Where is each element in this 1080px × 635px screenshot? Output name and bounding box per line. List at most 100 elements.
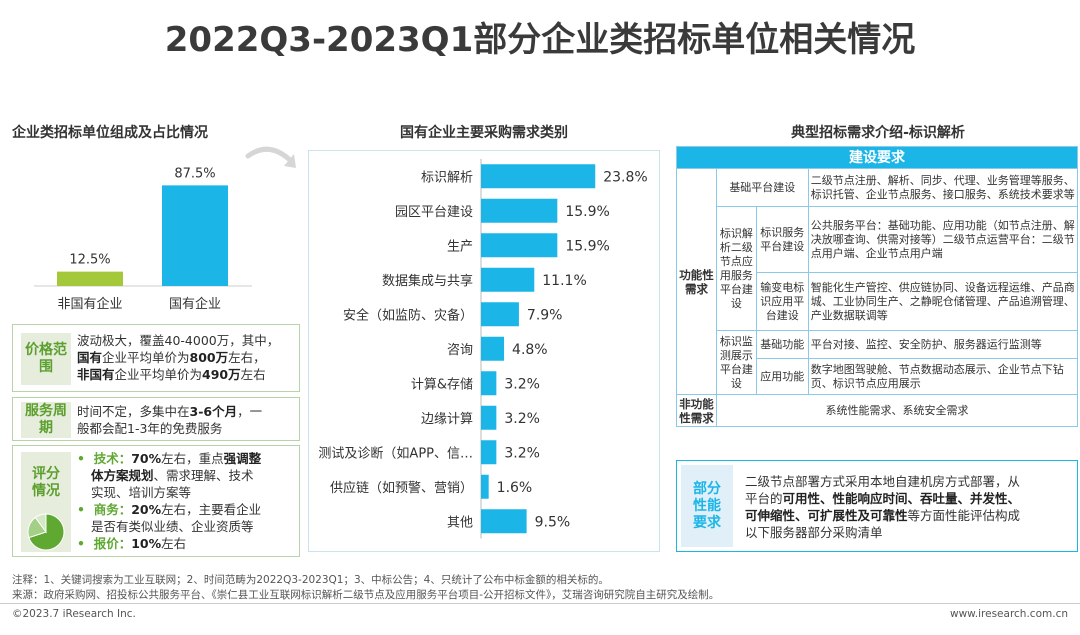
footer-divider: [0, 603, 1080, 604]
left-section-title: 企业类招标单位组成及占比情况: [12, 125, 208, 141]
cycle-line1: 时间不定，多集中在3-6个月，一: [77, 404, 263, 419]
demand-bar: [481, 233, 558, 258]
demand-value-label: 15.9%: [565, 204, 609, 220]
demand-bar-svg: 标识解析 23.8% 园区平台建设 15.9% 生产 15.9% 数据集成与共享 11.1% 安…: [318, 159, 648, 539]
price-box: 价格范围 波动极大，覆盖40-4000万，其中， 国有企业平均单价为800万左右…: [12, 324, 300, 392]
demand-category-label: 计算&存储: [411, 377, 473, 392]
owner-bar-label: 非国有企业: [57, 296, 122, 312]
demand-bar: [481, 440, 497, 465]
performance-box: 部分性能要求 二级节点部署方式采用本地自建机房方式部署，从 平台的可用性、性能响…: [676, 460, 1078, 552]
page-title: 2022Q3-2023Q1部分企业类招标单位相关情况: [164, 20, 916, 60]
group-monitor-platform: 标识监测展示平台建设: [715, 330, 757, 395]
demand-category-label: 测试及诊断（如APP、信…: [318, 445, 473, 461]
score-text: • 技术：70%左右，重点强调整 体方案规划、需求理解、技术 实现、培训方案等 …: [77, 450, 299, 552]
score-tag-label: 评分情况: [32, 466, 60, 499]
demand-value-label: 7.9%: [527, 307, 563, 323]
score-item-biz-2: 是否有类似业绩、企业资质等: [91, 519, 254, 534]
requirements-table-wrap: 建设要求 功能性需求 基础平台建设 二级节点注册、解析、同步、代理、业务管理等服…: [676, 146, 1080, 451]
requirements-table: 建设要求 功能性需求 基础平台建设 二级节点注册、解析、同步、代理、业务管理等服…: [676, 146, 1079, 427]
table-header: 建设要求: [676, 146, 1078, 169]
row-app-func: 应用功能: [755, 358, 809, 395]
score-item-tech-3: 实现、培训方案等: [91, 485, 192, 500]
demand-value-label: 11.1%: [542, 273, 586, 289]
performance-line3: 可伸缩性、可扩展性及可靠性等方面性能评估构成: [745, 508, 1021, 523]
performance-tag: 部分性能要求: [681, 465, 733, 547]
demand-category-label: 生产: [447, 239, 473, 254]
functional-category: 功能性需求: [676, 168, 717, 395]
right-section-title: 典型招标需求介绍-标识解析: [791, 125, 965, 141]
row-id-service-desc: 公共服务平台：基础功能、应用功能（如节点注册、解决放哪查询、供需对接等）二级节点…: [807, 206, 1079, 273]
demand-value-label: 4.8%: [512, 342, 548, 358]
owner-bar: [162, 185, 228, 286]
demand-value-label: 1.6%: [497, 480, 533, 496]
cycle-text: 时间不定，多集中在3-6个月，一 般都会配1-3年的免费服务: [77, 403, 299, 437]
demand-value-label: 15.9%: [565, 238, 609, 254]
performance-line1: 二级节点部署方式采用本地自建机房方式部署，从: [745, 474, 1021, 489]
cycle-line2: 般都会配1-3年的免费服务: [77, 421, 223, 436]
price-text: 波动极大，覆盖40-4000万，其中， 国有企业平均单价为800万左右， 非国有…: [77, 332, 299, 383]
demand-value-label: 3.2%: [504, 411, 540, 427]
row-basic-func-desc: 平台对接、监控、安全防护、服务器运行监测等: [807, 330, 1079, 359]
cycle-tag: 服务周期: [21, 402, 71, 438]
footer-copyright: ©2023.7 iResearch Inc.: [12, 608, 136, 620]
row-transmission: 输变电标识应用平台建设: [755, 272, 809, 331]
demand-category-label: 供应链（如预警、营销）: [330, 480, 473, 496]
score-box: 评分情况 • 技术：70%左右，重点强调整 体方案规划、需求理解、技术 实现、培…: [12, 445, 300, 557]
demand-bar: [481, 302, 519, 327]
owner-bar-label: 国有企业: [169, 296, 221, 312]
group-app-platform: 标识解析二级节点应用服务平台建设: [715, 206, 757, 331]
score-tag: 评分情况: [21, 452, 71, 552]
row-app-func-desc: 数字地图驾驶舱、节点数据动态展示、企业节点下钻页、标识节点应用展示: [807, 358, 1079, 395]
score-item-price: • 报价：10%左右: [77, 536, 187, 551]
owner-bar-value: 12.5%: [69, 253, 110, 268]
footer-source: 来源：政府采购网、招投标公共服务平台、《崇仁县工业互联网标识解析二级节点及应用服…: [12, 589, 720, 601]
chart-title: 国有企业主要采购需求类别: [400, 125, 568, 141]
demand-chart-panel: 标识解析 23.8% 园区平台建设 15.9% 生产 15.9% 数据集成与共享 11.1% 安…: [308, 150, 660, 552]
demand-value-label: 23.8%: [603, 169, 647, 185]
demand-category-label: 园区平台建设: [395, 205, 473, 220]
demand-category-label: 边缘计算: [421, 412, 473, 427]
score-pie-slice: [34, 513, 47, 534]
price-line2: 国有企业平均单价为800万左右，: [77, 350, 266, 365]
demand-category-label: 安全（如监防、灾备）: [343, 307, 473, 323]
demand-bar: [481, 336, 505, 361]
performance-text: 二级节点部署方式采用本地自建机房方式部署，从 平台的可用性、性能响应时间、吞吐量…: [745, 473, 1075, 541]
row-basic-platform-desc: 二级节点注册、解析、同步、代理、业务管理等服务、标识托管、企业节点服务、接口服务…: [807, 168, 1079, 207]
row-basic-platform: 基础平台建设: [715, 168, 809, 207]
curved-arrow-icon: [245, 146, 296, 168]
demand-category-label: 数据集成与共享: [382, 273, 473, 289]
price-tag: 价格范围: [21, 333, 71, 385]
score-item-tech: • 技术：70%左右，重点强调整: [77, 451, 262, 466]
nonfunctional-desc: 系统性能需求、系统安全需求: [715, 394, 1079, 427]
demand-bar: [481, 474, 489, 499]
footer-note: 注释：1、关键词搜索为工业互联网；2、时间范畴为2022Q3-2023Q1；3、…: [12, 574, 609, 586]
demand-bar: [481, 198, 558, 223]
footer-url: www.iresearch.com.cn: [949, 608, 1068, 620]
score-item-tech-2: 体方案规划、需求理解、技术: [91, 468, 254, 483]
score-pie: [27, 513, 65, 551]
price-line3: 非国有企业平均单价为490万左右: [77, 367, 266, 382]
demand-value-label: 3.2%: [504, 445, 540, 461]
ownership-bar-chart: 12.5% 非国有企业 87.5% 国有企业: [12, 146, 292, 316]
owner-bar: [57, 271, 123, 286]
price-line1: 波动极大，覆盖40-4000万，其中，: [77, 333, 280, 348]
performance-line2: 平台的可用性、性能响应时间、吞吐量、并发性、: [745, 491, 1021, 506]
row-basic-func: 基础功能: [755, 330, 809, 359]
demand-value-label: 3.2%: [504, 376, 540, 392]
demand-bar: [481, 371, 497, 396]
row-id-service: 标识服务平台建设: [755, 206, 809, 273]
row-transmission-desc: 智能化生产管控、供应链协同、设备远程运维、产品商城、工业协同生产、之静昵仓储管理…: [807, 272, 1079, 331]
performance-line4: 以下服务器部分采购清单: [745, 525, 883, 540]
demand-value-label: 9.5%: [535, 514, 571, 530]
demand-bar: [481, 509, 527, 534]
demand-category-label: 咨询: [447, 343, 473, 358]
demand-bar: [481, 267, 535, 292]
nonfunctional-category: 非功能性需求: [676, 394, 717, 427]
ownership-bar-svg: 12.5% 非国有企业 87.5% 国有企业: [34, 166, 252, 312]
owner-bar-value: 87.5%: [174, 166, 215, 181]
demand-bar: [481, 164, 596, 189]
score-item-biz: • 商务：20%左右，主要看企业: [77, 502, 262, 517]
demand-category-label: 其他: [447, 515, 473, 530]
cycle-box: 服务周期 时间不定，多集中在3-6个月，一 般都会配1-3年的免费服务: [12, 397, 300, 441]
demand-category-label: 标识解析: [421, 170, 473, 185]
